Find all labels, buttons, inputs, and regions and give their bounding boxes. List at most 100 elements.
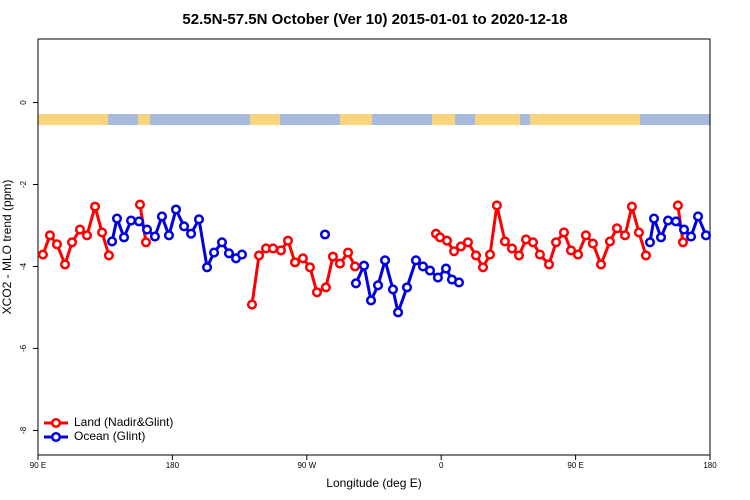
data-point <box>604 236 615 247</box>
y-axis-label: XCO2 - MLO trend (ppm) <box>0 180 14 315</box>
data-point <box>587 238 598 249</box>
data-point <box>140 237 152 248</box>
data-point <box>565 245 577 256</box>
data-point <box>103 250 114 261</box>
data-point <box>275 245 287 256</box>
data-point <box>678 224 690 235</box>
data-point <box>74 224 86 235</box>
y-tick-label: -4 <box>19 262 28 270</box>
data-point <box>655 232 667 243</box>
x-tick-label: 90 E <box>567 461 583 470</box>
data-point <box>186 228 197 239</box>
data-point <box>633 227 644 238</box>
data-point <box>350 278 361 289</box>
data-point <box>365 295 377 306</box>
data-point <box>149 231 160 242</box>
data-point <box>648 213 660 224</box>
data-point <box>209 247 220 258</box>
legend-label: Land (Nadir&Glint) <box>74 415 173 429</box>
data-point <box>327 251 338 262</box>
data-point <box>499 236 511 247</box>
data-point <box>392 307 404 318</box>
data-point <box>677 237 689 248</box>
x-axis-label: Longitude (deg E) <box>326 476 421 490</box>
data-point <box>342 247 354 258</box>
data-point <box>448 246 460 257</box>
data-point <box>372 280 384 291</box>
data-point <box>133 216 144 227</box>
data-point <box>626 201 637 212</box>
data-point <box>201 262 213 273</box>
data-point <box>268 243 279 254</box>
data-point <box>349 261 361 272</box>
data-point <box>527 237 539 248</box>
data-point <box>253 250 265 261</box>
data-point <box>550 237 562 248</box>
data-point <box>506 243 518 254</box>
data-point <box>380 255 391 266</box>
data-point <box>358 260 370 271</box>
data-point <box>193 214 205 225</box>
data-point <box>134 199 146 210</box>
data-point <box>619 230 631 241</box>
data-point <box>441 235 453 246</box>
data-point <box>319 229 331 240</box>
data-point <box>37 249 48 260</box>
data-point <box>111 213 123 224</box>
data-point <box>572 249 584 260</box>
data-point <box>455 241 466 252</box>
data-point <box>320 282 331 293</box>
data-point <box>662 215 674 226</box>
data-point <box>685 231 697 242</box>
x-tick-label: 90 W <box>297 461 316 470</box>
data-point <box>289 257 301 268</box>
data-point <box>216 237 228 248</box>
data-point <box>170 204 182 215</box>
data-point <box>644 237 656 248</box>
data-point <box>387 284 399 295</box>
chart-title: 52.5N-57.5N October (Ver 10) 2015-01-01 … <box>182 11 567 28</box>
data-point <box>44 230 55 241</box>
data-point <box>334 258 346 269</box>
land-mask-strip <box>38 114 710 125</box>
data-point <box>282 235 294 246</box>
data-point <box>410 255 422 266</box>
data-point <box>534 249 545 260</box>
data-point <box>304 262 315 273</box>
data-point <box>611 223 623 234</box>
data-point <box>97 227 108 238</box>
data-point <box>693 211 704 222</box>
data-point <box>51 239 63 250</box>
y-tick-label: -6 <box>19 344 28 352</box>
data-point <box>672 200 683 211</box>
data-point <box>670 216 682 227</box>
data-point <box>513 250 525 261</box>
data-point <box>424 265 436 276</box>
data-point <box>236 249 248 260</box>
data-point <box>163 230 175 241</box>
data-point <box>59 259 71 270</box>
data-point <box>462 237 473 248</box>
data-point <box>311 287 323 298</box>
data-point <box>297 253 308 264</box>
data-point <box>118 232 130 243</box>
data-point <box>595 259 607 270</box>
data-point <box>484 249 496 260</box>
data-point <box>440 263 452 274</box>
data-point <box>417 261 429 272</box>
data-point <box>246 299 258 310</box>
data-point <box>432 272 443 283</box>
x-tick-label: 180 <box>703 461 717 470</box>
data-point <box>223 248 235 259</box>
data-point <box>470 250 482 261</box>
data-point <box>543 259 555 270</box>
data-point <box>700 230 712 241</box>
data-point <box>477 262 489 273</box>
legend-marker <box>50 417 62 429</box>
data-point <box>125 215 137 226</box>
x-tick-label: 0 <box>439 461 444 470</box>
data-point <box>640 250 651 261</box>
data-point <box>401 282 413 293</box>
